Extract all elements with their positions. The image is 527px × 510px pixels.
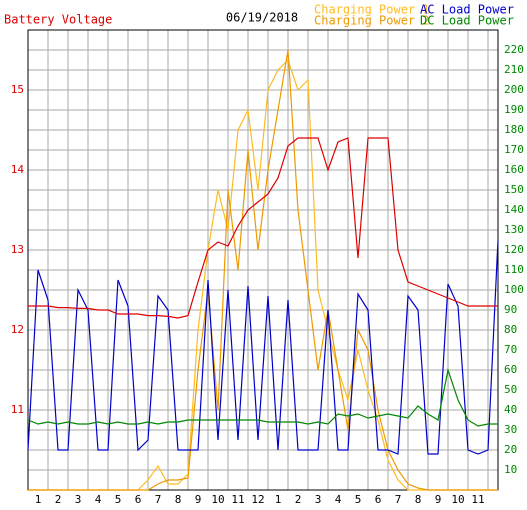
y2-tick-label: 200 <box>504 83 524 96</box>
x-tick-label: 3 <box>315 493 322 506</box>
x-tick-label: 3 <box>75 493 82 506</box>
x-tick-label: 4 <box>95 493 102 506</box>
y-tick-label: 15 <box>11 83 24 96</box>
y2-tick-label: 90 <box>504 303 517 316</box>
y2-tick-label: 140 <box>504 203 524 216</box>
x-tick-label: 5 <box>355 493 362 506</box>
y2-tick-label: 130 <box>504 223 524 236</box>
legend-entry: AC Load Power <box>420 3 514 17</box>
y2-tick-label: 20 <box>504 443 517 456</box>
x-tick-label: 9 <box>435 493 442 506</box>
y2-tick-label: 70 <box>504 343 517 356</box>
x-tick-label: 5 <box>115 493 122 506</box>
x-tick-label: 10 <box>211 493 224 506</box>
series-line <box>27 239 499 455</box>
chart-title: 06/19/2018 <box>226 11 298 25</box>
legend-entry: Charging Power 1 <box>314 3 430 17</box>
x-tick-label: 1 <box>35 493 42 506</box>
legend-entry: DC Load Power <box>420 14 514 28</box>
legend-entry: Charging Power 2 <box>314 14 430 28</box>
y2-tick-label: 80 <box>504 323 517 336</box>
x-tick-label: 8 <box>175 493 182 506</box>
y2-tick-label: 10 <box>504 463 517 476</box>
y2-tick-label: 170 <box>504 143 524 156</box>
x-tick-label: 8 <box>415 493 422 506</box>
x-tick-label: 9 <box>195 493 202 506</box>
y2-tick-label: 120 <box>504 243 524 256</box>
y2-tick-label: 50 <box>504 383 517 396</box>
x-tick-label: 2 <box>295 493 302 506</box>
legend-entry: Battery Voltage <box>4 13 112 27</box>
x-tick-label: 12 <box>251 493 264 506</box>
x-tick-label: 4 <box>335 493 342 506</box>
x-tick-label: 7 <box>395 493 402 506</box>
series-line <box>28 49 498 491</box>
y2-tick-label: 60 <box>504 363 517 376</box>
x-tick-label: 11 <box>231 493 244 506</box>
y2-tick-label: 150 <box>504 183 524 196</box>
x-tick-label: 11 <box>471 493 484 506</box>
series-line <box>28 137 498 319</box>
y2-tick-label: 40 <box>504 403 517 416</box>
plot-frame <box>27 29 499 491</box>
x-tick-label: 6 <box>135 493 142 506</box>
y2-tick-label: 210 <box>504 63 524 76</box>
x-tick-label: 2 <box>55 493 62 506</box>
y-tick-label: 11 <box>11 403 24 416</box>
y2-tick-label: 180 <box>504 123 524 136</box>
y-tick-label: 13 <box>11 243 24 256</box>
y-tick-label: 12 <box>11 323 24 336</box>
x-tick-label: 7 <box>155 493 162 506</box>
x-tick-label: 10 <box>451 493 464 506</box>
y2-tick-label: 190 <box>504 103 524 116</box>
y2-tick-label: 100 <box>504 283 524 296</box>
y2-tick-label: 160 <box>504 163 524 176</box>
y2-tick-label: 30 <box>504 423 517 436</box>
x-tick-label: 6 <box>375 493 382 506</box>
x-tick-label: 1 <box>275 493 282 506</box>
y2-tick-label: 110 <box>504 263 524 276</box>
series-line <box>27 367 498 427</box>
y-tick-label: 14 <box>11 163 25 176</box>
y2-tick-label: 220 <box>504 43 524 56</box>
